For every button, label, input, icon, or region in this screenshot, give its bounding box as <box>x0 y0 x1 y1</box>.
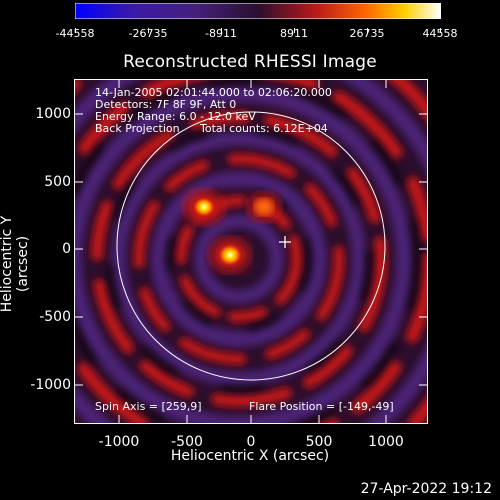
info-time-range: 14-Jan-2005 02:01:44.000 to 02:06:20.000 <box>95 86 332 99</box>
colorbar-tick-label: -8911 <box>205 27 237 40</box>
info-total-counts: Total counts: 6.12E+04 <box>200 122 328 135</box>
rhessi-image <box>74 79 428 424</box>
x-tick-label: -500 <box>171 434 203 450</box>
x-tick-label: 1000 <box>368 434 404 450</box>
colorbar <box>74 2 442 20</box>
spin-axis-marker <box>279 236 291 248</box>
info-detectors: Detectors: 7F 8F 9F, Att 0 <box>95 98 237 111</box>
image-panel <box>74 79 428 424</box>
x-tick-label: -1000 <box>98 434 140 450</box>
colorbar-tick-label: -26735 <box>128 27 168 40</box>
colorbar-gradient <box>74 2 442 20</box>
y-tick-label: -1000 <box>30 377 71 393</box>
x-axis-label: Heliocentric X (arcsec) <box>170 448 330 464</box>
info-method: Back Projection <box>95 122 180 135</box>
colorbar-tick-label: 26735 <box>349 27 385 40</box>
y-tick-label: 1000 <box>35 106 71 122</box>
source-blob <box>248 193 280 221</box>
y-tick-label: 0 <box>62 241 71 257</box>
spin-axis-label: Spin Axis = [259,9] <box>95 400 202 413</box>
colorbar-tick-label: 44558 <box>422 27 458 40</box>
y-tick-label: 500 <box>44 174 71 190</box>
y-axis-label: Heliocentric Y (arcsec) <box>0 215 31 313</box>
y-tick-label: -500 <box>39 309 71 325</box>
source-blob <box>210 238 250 272</box>
x-tick-label: 0 <box>246 434 256 450</box>
solar-limb <box>116 111 386 381</box>
plot-title: Reconstructed RHESSI Image <box>123 52 377 72</box>
flare-position-label: Flare Position = [-149,-49] <box>249 400 394 413</box>
axis-ticks <box>74 79 428 424</box>
colorbar-tick-label: -44558 <box>55 27 95 40</box>
colorbar-ticks <box>0 19 500 33</box>
x-tick-label: 500 <box>305 434 333 450</box>
info-energy-range: Energy Range: 6.0 - 12.0 keV <box>95 110 256 123</box>
plot-timestamp: 27-Apr-2022 19:12 <box>360 481 492 497</box>
colorbar-tick-label: 8911 <box>280 27 308 40</box>
source-blob <box>184 190 224 224</box>
